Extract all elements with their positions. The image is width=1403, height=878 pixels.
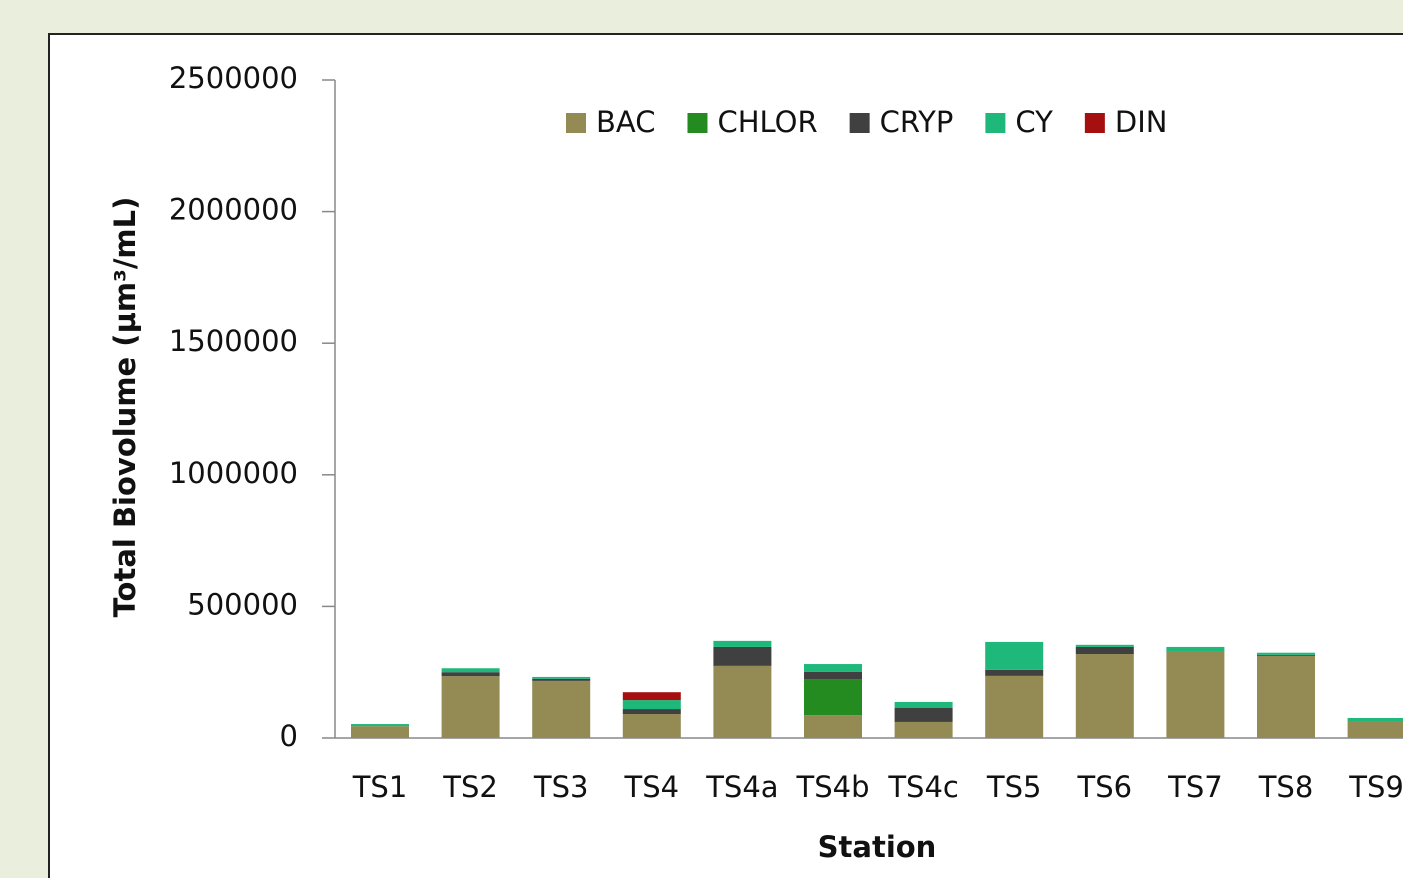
bar-segment [351,726,409,738]
bar-segment [1075,644,1134,647]
x-tick-label: TS1 [352,770,408,804]
bar-segment [532,680,591,738]
x-tick-label: TS2 [442,770,498,804]
y-tick-label: 1500000 [169,324,298,358]
x-tick-label: TS4b [796,770,870,804]
bar-segment [713,646,772,666]
legend-label: CRYP [880,105,954,139]
legend-label: CHLOR [717,105,817,139]
bar-segment [1257,654,1315,656]
legend-swatch [985,113,1006,133]
x-tick-label: TS4c [887,770,959,804]
y-tick-label: 2500000 [169,61,298,95]
x-tick-label: TS4 [624,770,680,804]
bar-segment [985,641,1044,670]
bar-segment [804,671,862,680]
x-tick-label: TS4a [705,770,778,804]
y-tick-label: 2000000 [169,193,298,227]
bar-segment [1257,655,1315,738]
x-axis-title: Station [818,830,937,864]
x-tick-label: TS5 [986,770,1042,804]
bar-segment [894,721,953,738]
bar-segment [985,669,1044,676]
legend-swatch [849,113,870,133]
legend-swatch [687,113,708,133]
legend-label: DIN [1115,105,1168,139]
bar-segment [1347,721,1403,738]
bar-segment [804,664,862,672]
bar-segment [1075,646,1134,655]
legend-swatch [1084,113,1105,133]
x-tick-label: TS8 [1258,770,1314,804]
bar-segment [622,700,681,710]
y-tick-label: 500000 [187,587,298,621]
legend-label: CY [1015,105,1053,139]
bar-segment [1257,652,1315,655]
legend-label: BAC [596,105,655,139]
bar-segment [441,668,500,673]
bar-segment [622,714,681,738]
bar-segment [713,665,772,738]
bar-segment [441,676,500,738]
y-tick-label: 0 [280,719,298,753]
bar-segment [894,701,953,708]
bar-segment [804,715,862,738]
bar-segment [1166,651,1225,738]
bar-segment [532,676,591,679]
bar-segment [1166,646,1225,652]
x-tick-label: TS3 [533,770,589,804]
x-tick-label: TS7 [1167,770,1223,804]
bar-segment [532,678,591,681]
bar-segment [1075,654,1134,738]
bar-segment [985,675,1044,738]
bar-segment [804,679,862,716]
bar-segment [1347,717,1403,722]
bar-segment [622,709,681,715]
bar-segment [622,692,681,701]
bar-segment [441,672,500,677]
x-tick-label: TS6 [1077,770,1133,804]
bar-segment [713,640,772,647]
y-tick-label: 1000000 [169,456,298,490]
bar-segment [894,707,953,722]
legend-swatch [566,113,586,133]
x-tick-label: TS9 [1348,770,1403,804]
bar-segment [351,724,409,727]
y-axis-title: Total Biovolume (µm³/mL) [108,197,142,618]
